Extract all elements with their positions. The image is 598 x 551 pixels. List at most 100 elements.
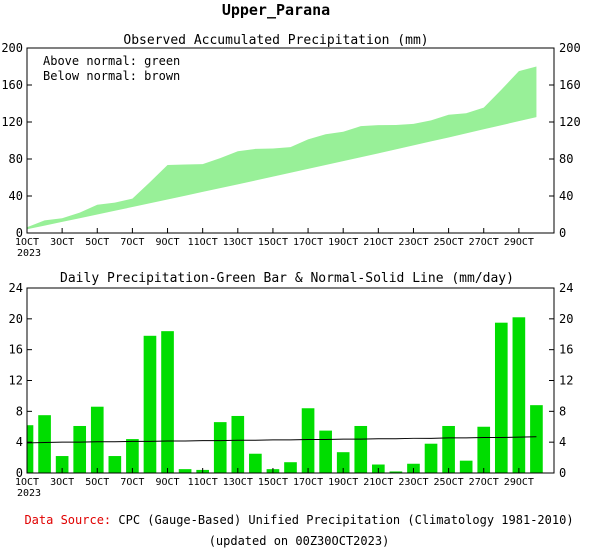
y-tick-label-right: 80 [559,152,573,166]
daily-bar [389,471,403,473]
data-source-label: Data Source: [24,513,112,527]
daily-bar [494,322,508,473]
daily-bar [108,456,122,473]
y-tick-label-left: 0 [16,226,23,240]
x-tick-label: 17OCT [293,237,323,248]
y-tick-label-left: 24 [9,281,23,295]
x-tick-label: 3OCT [50,477,74,488]
y-tick-label-right: 16 [559,343,573,357]
y-tick-label-right: 40 [559,189,573,203]
daily-bar [424,443,438,473]
x-tick-label: 19OCT [328,237,358,248]
daily-bars-group [27,317,543,473]
x-tick-label: 5OCT [85,237,109,248]
x-tick-label: 15OCT [258,237,288,248]
y-tick-label-left: 80 [9,152,23,166]
x-tick-label: 29OCT [504,237,534,248]
y-tick-label-left: 200 [1,41,23,55]
daily-bar [249,453,262,473]
x-tick-label: 15OCT [258,477,288,488]
daily-chart-title: Daily Precipitation-Green Bar & Normal-S… [60,271,514,286]
data-source-line: Data Source: CPC (Gauge-Based) Unified P… [0,513,598,527]
x-tick-label: 27OCT [469,237,499,248]
y-tick-label-right: 24 [559,281,573,295]
y-tick-label-left: 120 [1,115,23,129]
accumulated-plot-frame [26,47,555,234]
x-tick-label: 7OCT [120,237,144,248]
x-tick-label: 17OCT [293,477,323,488]
y-tick-label-left: 40 [9,189,23,203]
x-tick-label: 13OCT [223,237,253,248]
daily-bar [459,460,473,473]
daily-bar [143,335,157,473]
y-tick-label-right: 120 [559,115,581,129]
x-tick-label: 9OCT [155,237,179,248]
above-normal-band [27,66,537,230]
x-tick-label: 1OCT [15,237,39,248]
x-tick-label: 11OCT [188,477,218,488]
daily-chart: Daily Precipitation-Green Bar & Normal-S… [9,271,574,499]
x-tick-label: 27OCT [469,477,499,488]
daily-plot-frame [26,287,555,474]
y-tick-label-left: 0 [16,466,23,480]
daily-bar [530,405,543,473]
x-tick-label: 23OCT [398,477,428,488]
daily-bar [38,415,51,473]
x-tick-label: 9OCT [155,477,179,488]
x-tick-label: 7OCT [120,477,144,488]
x-tick-label: 5OCT [85,477,109,488]
daily-bar [73,425,87,473]
x-year-label: 2023 [17,488,41,499]
daily-bar [319,430,332,473]
accumulated-fill-group [27,66,537,230]
legend-above-normal: Above normal: green [43,54,180,68]
daily-bar [161,331,174,473]
x-tick-label: 11OCT [188,237,218,248]
daily-bar [477,426,491,473]
y-tick-label-left: 16 [9,343,23,357]
accumulated-chart: Observed Accumulated Precipitation (mm) … [1,33,580,259]
y-tick-label-left: 160 [1,78,23,92]
daily-bar [231,415,245,473]
y-tick-label-left: 4 [16,435,23,449]
x-tick-label: 19OCT [328,477,358,488]
daily-bar [55,456,69,473]
y-tick-label-right: 200 [559,41,581,55]
daily-bar [301,408,315,473]
y-tick-label-left: 20 [9,312,23,326]
x-tick-label: 25OCT [434,477,464,488]
daily-bar [213,422,227,473]
x-tick-label: 25OCT [434,237,464,248]
accumulated-chart-title: Observed Accumulated Precipitation (mm) [123,33,428,48]
daily-bar [126,439,139,473]
x-tick-label: 23OCT [398,237,428,248]
legend-below-normal: Below normal: brown [43,69,180,83]
daily-normal-line-group [26,436,537,444]
y-tick-label-right: 4 [559,435,566,449]
y-tick-label-right: 0 [559,226,566,240]
y-tick-label-right: 20 [559,312,573,326]
y-tick-label-right: 8 [559,404,566,418]
daily-bar [336,452,350,473]
accumulated-axes: 0 0 40 40 80 80 120 120 160 160 200 200 1OCT 3OCT 5OCT… [1,41,580,259]
x-year-label: 2023 [17,248,41,259]
daily-bar [27,425,34,473]
daily-bar [284,462,297,473]
y-tick-label-right: 0 [559,466,566,480]
updated-line: (updated on 00Z30OCT2023) [208,534,390,548]
x-tick-label: 29OCT [504,477,534,488]
x-tick-label: 1OCT [15,477,39,488]
normal-line [26,436,537,444]
x-tick-label: 21OCT [363,477,393,488]
daily-bar [442,425,455,473]
daily-bar [90,406,104,473]
daily-bar [178,469,192,473]
daily-axes: 0 0 4 4 8 8 12 12 16 16 20 20 24 24 1OCT 3OCT 5OCT 7OCT 9O… [9,281,574,499]
page-title: Upper_Parana [222,1,330,19]
data-source-text: CPC (Gauge-Based) Unified Precipitation … [118,513,574,527]
x-tick-label: 21OCT [363,237,393,248]
y-tick-label-right: 160 [559,78,581,92]
daily-bar [512,317,526,473]
x-tick-label: 13OCT [223,477,253,488]
